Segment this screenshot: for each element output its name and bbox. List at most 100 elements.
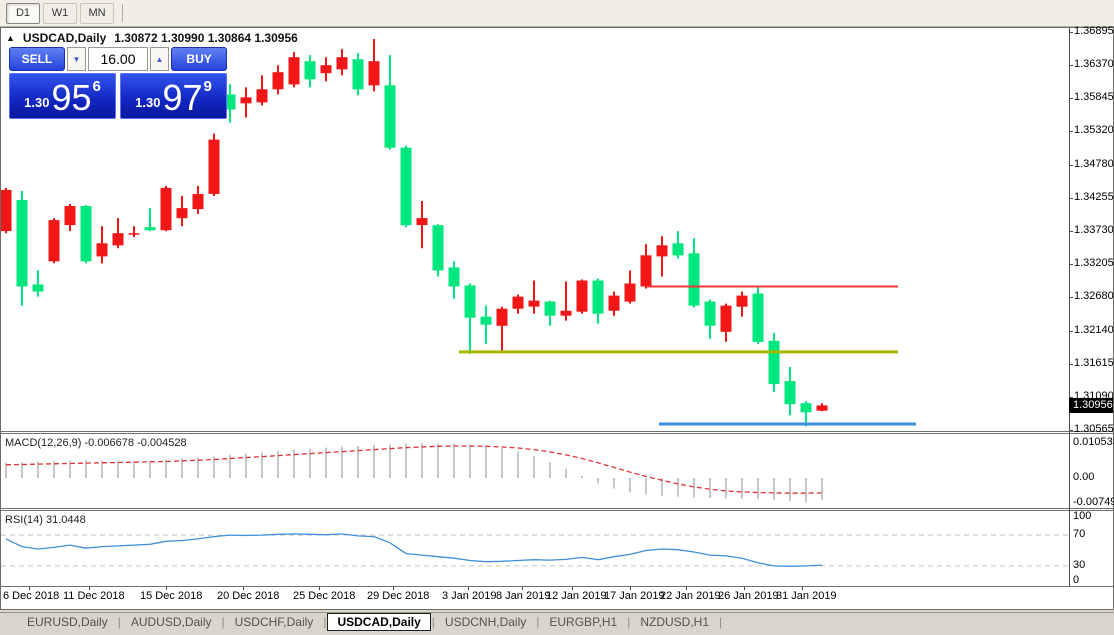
macd-indicator-pane[interactable] [1,434,1069,508]
candle [704,299,716,339]
macd-histogram-bar [581,476,583,478]
date-tick [572,587,573,590]
macd-histogram-bar [693,478,695,498]
candle [608,291,620,316]
sell-price-big: 95 [51,77,92,119]
macd-histogram-bar [453,443,455,478]
macd-histogram-bar [229,454,231,478]
timeframe-button-mn[interactable]: MN [80,2,114,24]
chart-title: ▲ USDCAD,Daily 1.30872 1.30990 1.30864 1… [6,31,298,45]
macd-histogram-bar [373,445,375,478]
tab-separator: | [627,615,631,629]
sell-button[interactable]: SELL [9,47,65,71]
date-tick-label: 31 Jan 2019 [776,590,837,602]
candlestick-chart[interactable] [1,28,1069,432]
macd-histogram-bar [821,478,823,500]
candle [1,187,12,234]
candle [368,39,380,92]
macd-histogram-bar [357,446,359,478]
candle [192,185,204,215]
candle [800,401,812,427]
date-tick-label: 22 Jan 2019 [660,590,721,602]
support-line-blue[interactable] [659,422,916,426]
collapse-triangle-icon[interactable]: ▲ [6,33,15,43]
candle [464,283,476,354]
candle [176,196,188,227]
tab-usdcnh[interactable]: USDCNH,Daily [444,615,527,629]
sell-price-box[interactable]: 1.30 95 6 [9,73,116,119]
candle [752,286,764,344]
rsi-indicator-pane[interactable] [1,511,1069,586]
candle [512,294,524,314]
rsi-label: RSI(14) 31.0448 [5,514,86,526]
candle [128,226,140,238]
price-tick [1069,430,1073,431]
pane-separator[interactable] [1,431,1113,434]
candle [48,218,60,264]
tab-audusd[interactable]: AUDUSD,Daily [130,615,212,629]
tab-separator: | [719,615,723,629]
volume-decrease-button[interactable]: ▼ [66,47,87,71]
volume-input[interactable] [89,48,147,70]
candle [96,226,108,264]
price-tick [1069,364,1073,365]
price-tick [1069,231,1073,232]
tab-nzdusd[interactable]: NZDUSD,H1 [640,615,709,629]
candle [448,261,460,299]
rsi-axis-label: 30 [1073,559,1086,571]
support-line-olive[interactable] [459,350,898,354]
date-tick-label: 25 Dec 2018 [293,590,356,602]
date-tick [243,587,244,590]
pane-separator[interactable] [1,508,1113,511]
candle [208,133,220,196]
macd-histogram-bar [389,444,391,478]
macd-histogram-bar [325,447,327,478]
chart-symbol-label: USDCAD,Daily [22,31,107,45]
buy-price-prefix: 1.30 [135,95,161,110]
candle [672,231,684,259]
tab-eurusd[interactable]: EURUSD,Daily [27,615,108,629]
macd-histogram-bar [421,443,423,478]
timeframe-button-d1[interactable]: D1 [6,2,40,24]
macd-histogram-bar [133,460,135,478]
candle [432,224,444,277]
macd-histogram-bar [773,478,775,500]
macd-axis-label: -0.007498 [1073,496,1114,508]
date-tick-label: 6 Dec 2018 [3,590,60,602]
candle [16,190,28,306]
tab-eurgbp[interactable]: EURGBP,H1 [549,615,618,629]
resistance-line-red[interactable] [646,285,898,288]
sell-price-pip: 6 [92,78,101,95]
volume-increase-button[interactable]: ▲ [149,47,170,71]
price-tick-label: 1.35845 [1074,91,1114,103]
macd-histogram-bar [805,478,807,503]
date-tick-label: 8 Jan 2019 [496,590,551,602]
date-tick [393,587,394,590]
date-tick [630,587,631,590]
macd-axis-label: 0.00 [1073,471,1095,483]
macd-histogram-bar [485,446,487,478]
sell-price-prefix: 1.30 [24,95,50,110]
candle [64,204,76,232]
macd-histogram-bar [645,478,647,495]
candle [736,291,748,317]
price-tick-label: 1.32680 [1074,290,1114,302]
price-tick-label: 1.33205 [1074,257,1114,269]
macd-histogram-bar [549,462,551,478]
date-tick-label: 11 Dec 2018 [63,590,125,602]
date-tick [319,587,320,590]
price-tick-label: 1.34255 [1074,191,1114,203]
date-tick-label: 3 Jan 2019 [442,590,497,602]
candle [656,236,668,277]
buy-button[interactable]: BUY [171,47,227,71]
macd-histogram-bar [213,456,215,478]
rsi-axis-label: 0 [1073,574,1080,586]
tab-usdcad[interactable]: USDCAD,Daily [327,613,431,631]
timeframe-button-w1[interactable]: W1 [43,2,77,24]
macd-histogram-bar [37,461,39,478]
candle [560,281,572,321]
buy-price-box[interactable]: 1.30 97 9 [120,73,227,119]
candle [240,87,252,118]
tab-usdchf[interactable]: USDCHF,Daily [234,615,314,629]
